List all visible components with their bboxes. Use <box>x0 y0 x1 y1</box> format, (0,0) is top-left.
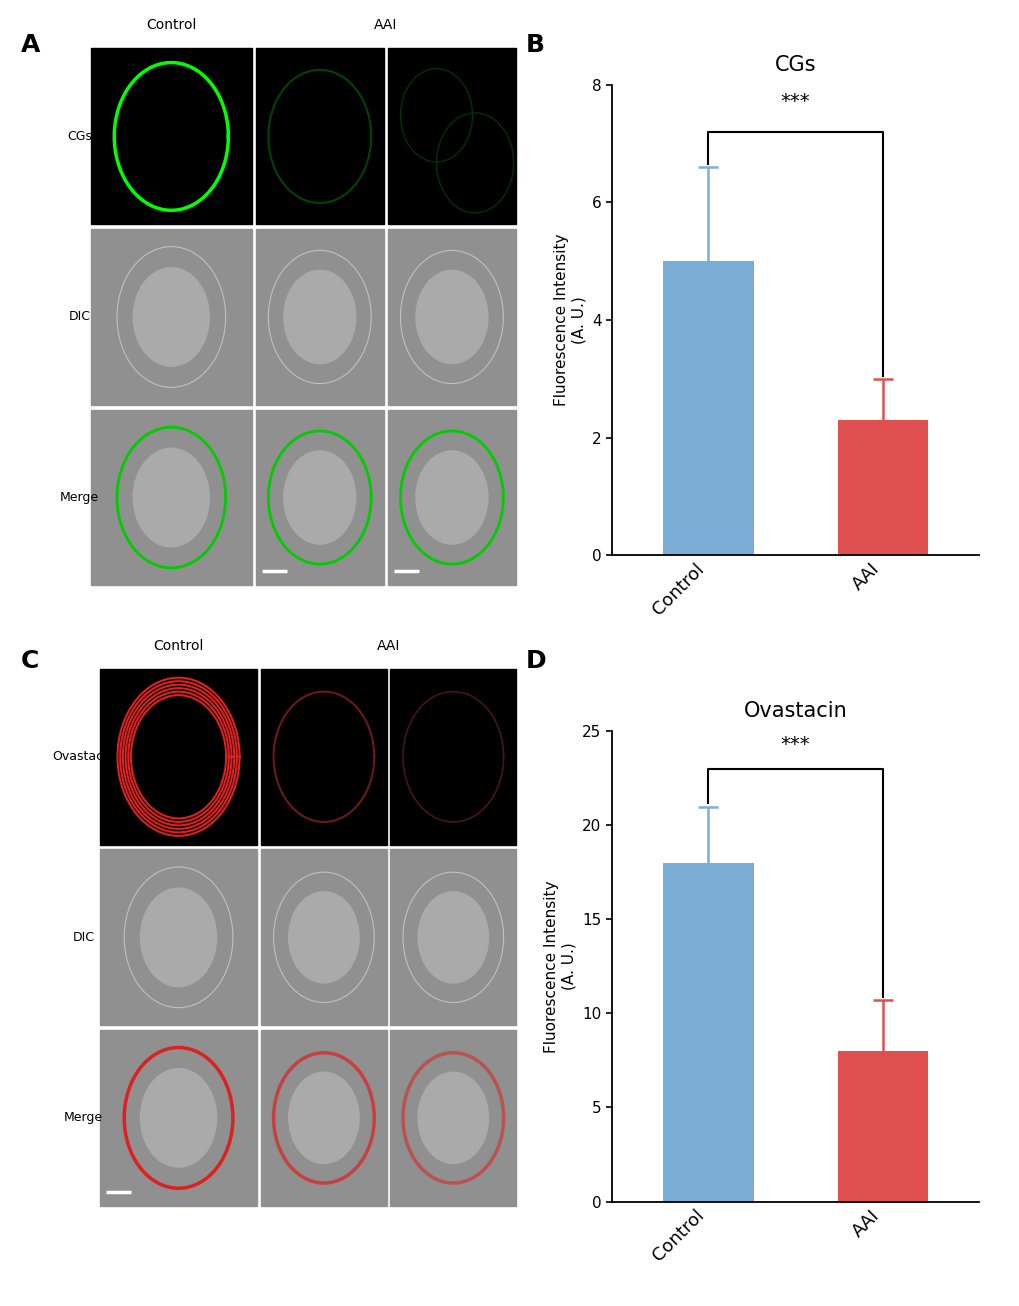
Circle shape <box>283 451 356 545</box>
Text: A: A <box>20 33 40 56</box>
Bar <box>662 261 753 555</box>
Text: Ovastacin: Ovastacin <box>52 750 115 763</box>
Circle shape <box>418 1072 488 1164</box>
Circle shape <box>133 448 209 547</box>
Bar <box>390 1030 516 1205</box>
Text: ***: *** <box>780 735 810 754</box>
Bar <box>261 849 386 1025</box>
Circle shape <box>133 268 209 366</box>
Y-axis label: Fluorescence Intensity
(A. U.): Fluorescence Intensity (A. U.) <box>544 880 576 1053</box>
Circle shape <box>288 892 359 983</box>
Text: D: D <box>525 649 545 673</box>
Bar <box>390 849 516 1025</box>
Title: Ovastacin: Ovastacin <box>743 701 847 721</box>
Text: C: C <box>20 649 39 673</box>
Bar <box>837 421 927 555</box>
Bar <box>387 48 516 225</box>
Bar <box>255 229 384 405</box>
Bar <box>91 410 252 585</box>
Circle shape <box>416 451 487 545</box>
Text: CGs: CGs <box>66 129 92 142</box>
Text: B: B <box>525 33 544 56</box>
Circle shape <box>141 1068 216 1168</box>
Bar <box>390 669 516 845</box>
Text: Control: Control <box>146 18 197 33</box>
Y-axis label: Fluorescence Intensity
(A. U.): Fluorescence Intensity (A. U.) <box>553 234 586 406</box>
Circle shape <box>283 270 356 363</box>
Text: AAI: AAI <box>374 18 397 33</box>
Circle shape <box>418 892 488 983</box>
Text: ***: *** <box>780 93 810 111</box>
Bar <box>261 1030 386 1205</box>
Bar <box>255 48 384 225</box>
Bar <box>100 669 257 845</box>
Bar <box>255 410 384 585</box>
Title: CGs: CGs <box>774 55 815 74</box>
Text: Merge: Merge <box>60 491 99 504</box>
Bar <box>100 1030 257 1205</box>
Bar <box>261 669 386 845</box>
Text: Merge: Merge <box>64 1111 103 1124</box>
Circle shape <box>416 270 487 363</box>
Text: Control: Control <box>153 639 204 653</box>
Bar <box>91 229 252 405</box>
Bar <box>91 48 252 225</box>
Circle shape <box>141 888 216 986</box>
Bar <box>100 849 257 1025</box>
Bar <box>662 863 753 1202</box>
Text: AAI: AAI <box>377 639 399 653</box>
Text: DIC: DIC <box>68 311 90 324</box>
Bar <box>387 229 516 405</box>
Bar <box>837 1051 927 1202</box>
Text: DIC: DIC <box>72 931 95 944</box>
Circle shape <box>288 1072 359 1164</box>
Bar <box>387 410 516 585</box>
